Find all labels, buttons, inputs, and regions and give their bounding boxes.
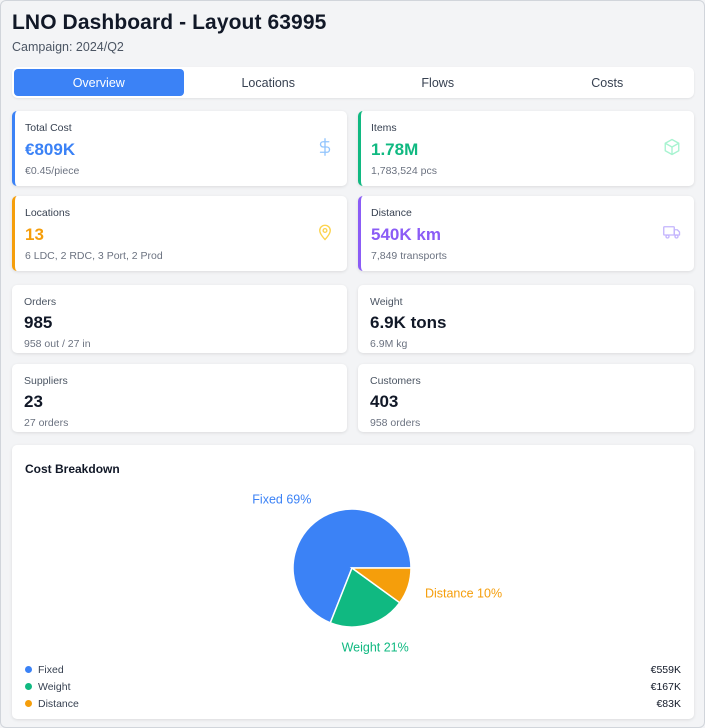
- pie-slice-distance[interactable]: [349, 567, 412, 604]
- campaign-subtitle: Campaign: 2024/Q2: [12, 40, 124, 54]
- cost-breakdown-card: Cost Breakdown Fixed 69% Weight 21% Distan…: [12, 445, 694, 719]
- pie-slice-fixed[interactable]: [292, 508, 412, 624]
- legend-dot-icon: [25, 700, 32, 707]
- legend-item-fixed[interactable]: Fixed €559K: [25, 661, 681, 678]
- chart-legend: Fixed €559K Weight €167K Distance €83K: [25, 661, 681, 712]
- stat-sub: 958 orders: [370, 417, 421, 429]
- kpi-value: 13: [25, 225, 44, 244]
- stat-value: 23: [24, 392, 43, 411]
- pie-label-distance: Distance 10%: [425, 587, 502, 601]
- kpi-card-total-cost: Total Cost €809K €0.45/piece: [12, 111, 347, 186]
- kpi-label: Distance: [371, 207, 412, 219]
- legend-item-distance[interactable]: Distance €83K: [25, 695, 681, 712]
- legend-value: €167K: [650, 680, 681, 693]
- legend-dot-icon: [25, 683, 32, 690]
- legend-value: €559K: [650, 663, 681, 676]
- tab-bar: Overview Locations Flows Costs: [12, 67, 694, 98]
- chart-title: Cost Breakdown: [25, 462, 120, 476]
- tab-overview[interactable]: Overview: [14, 69, 184, 96]
- box-icon: [664, 138, 680, 156]
- page-title: LNO Dashboard - Layout 63995: [12, 11, 327, 34]
- legend-name: Fixed: [38, 663, 64, 676]
- stat-label: Orders: [24, 296, 57, 308]
- stat-sub: 958 out / 27 in: [24, 338, 91, 350]
- kpi-label: Total Cost: [25, 122, 72, 134]
- pie-label-weight: Weight 21%: [342, 641, 409, 655]
- kpi-value: €809K: [25, 140, 76, 159]
- stat-card-weight: Weight 6.9K tons 6.9M kg: [358, 285, 694, 353]
- tab-flows[interactable]: Flows: [421, 75, 455, 90]
- stat-card-suppliers: Suppliers 23 27 orders: [12, 364, 347, 432]
- legend-name: Distance: [38, 697, 79, 710]
- kpi-sub: 7,849 transports: [371, 250, 447, 262]
- kpi-card-locations: Locations 13 6 LDC, 2 RDC, 3 Port, 2 Pro…: [12, 196, 347, 271]
- tab-costs[interactable]: Costs: [591, 75, 624, 90]
- kpi-sub: 1,783,524 pcs: [371, 165, 437, 177]
- kpi-card-items: Items 1.78M 1,783,524 pcs: [358, 111, 694, 186]
- kpi-card-distance: Distance 540K km 7,849 transports: [358, 196, 694, 271]
- tab-locations[interactable]: Locations: [241, 75, 295, 90]
- truck-icon: [663, 226, 681, 239]
- kpi-value: 1.78M: [371, 140, 419, 159]
- stat-card-orders: Orders 985 958 out / 27 in: [12, 285, 347, 353]
- stat-sub: 6.9M kg: [370, 338, 408, 350]
- page-header: LNO Dashboard - Layout 63995 Campaign: 2…: [12, 11, 326, 54]
- dollar-icon: [319, 138, 331, 156]
- pie-slice-weight[interactable]: [329, 566, 401, 628]
- kpi-label: Locations: [25, 207, 70, 219]
- map-pin-icon: [319, 224, 331, 241]
- kpi-sub: €0.45/piece: [25, 165, 80, 177]
- stat-label: Weight: [370, 296, 403, 308]
- stat-sub: 27 orders: [24, 417, 69, 429]
- legend-item-weight[interactable]: Weight €167K: [25, 678, 681, 695]
- stat-label: Customers: [370, 375, 421, 387]
- stat-value: 403: [370, 392, 399, 411]
- pie-label-fixed: Fixed 69%: [252, 492, 311, 506]
- cost-breakdown-pie: Fixed 69% Weight 21% Distance 10%: [252, 492, 502, 655]
- stat-value: 6.9K tons: [370, 313, 447, 332]
- legend-dot-icon: [25, 666, 32, 673]
- kpi-sub: 6 LDC, 2 RDC, 3 Port, 2 Prod: [25, 250, 163, 262]
- legend-name: Weight: [38, 680, 71, 693]
- kpi-label: Items: [371, 122, 397, 134]
- stat-card-customers: Customers 403 958 orders: [358, 364, 694, 432]
- stat-label: Suppliers: [24, 375, 68, 387]
- stat-value: 985: [24, 313, 53, 332]
- legend-value: €83K: [656, 697, 681, 710]
- kpi-value: 540K km: [371, 225, 441, 244]
